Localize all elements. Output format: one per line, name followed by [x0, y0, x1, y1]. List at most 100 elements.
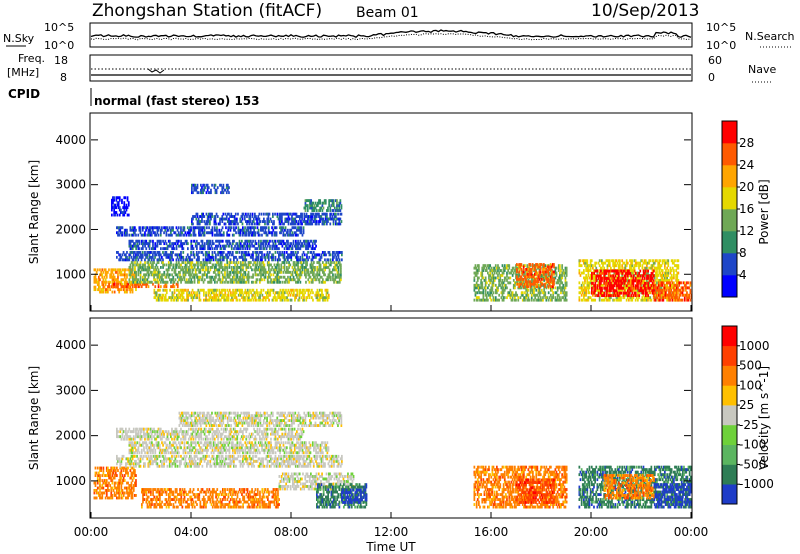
heatmap-cell	[488, 274, 490, 277]
heatmap-cell	[644, 271, 647, 275]
heatmap-cell	[631, 271, 634, 275]
heatmap-cell	[94, 278, 97, 282]
heatmap-cell	[129, 253, 132, 257]
heatmap-cell	[506, 286, 508, 290]
heatmap-cell	[261, 266, 263, 269]
heatmap-cell	[534, 277, 536, 281]
heatmap-cell	[297, 220, 300, 223]
heatmap-cell	[275, 280, 278, 284]
heatmap-cell	[157, 275, 160, 279]
heatmap-cell	[496, 271, 498, 275]
heatmap-cell	[315, 222, 318, 226]
heatmap-cell	[137, 273, 140, 277]
heatmap-cell	[474, 264, 477, 268]
heatmap-cell	[516, 263, 518, 266]
heatmap-cell	[332, 258, 334, 262]
heatmap-cell	[294, 233, 297, 237]
heatmap-cell	[327, 261, 330, 264]
heatmap-cell	[546, 270, 549, 274]
heatmap-cell	[540, 282, 543, 286]
heatmap-cell	[327, 275, 330, 279]
heatmap-cell	[322, 268, 324, 272]
heatmap-cell	[137, 270, 140, 274]
heatmap-cell	[484, 288, 487, 292]
heatmap-cell	[247, 239, 250, 243]
heatmap-cell	[257, 215, 260, 218]
heatmap-cell	[639, 276, 642, 280]
heatmap-cell	[209, 239, 212, 243]
heatmap-cell	[116, 255, 118, 259]
heatmap-cell	[492, 283, 495, 287]
heatmap-cell	[624, 264, 627, 268]
heatmap-cell	[148, 239, 151, 243]
heatmap-cell	[622, 296, 625, 300]
noise-sky-trace	[90, 29, 692, 38]
heatmap-cell	[143, 226, 145, 230]
heatmap-cell	[604, 296, 607, 300]
heatmap-cell	[496, 286, 498, 290]
heatmap-cell	[292, 253, 295, 257]
heatmap-cell	[623, 296, 626, 300]
heatmap-cell	[482, 264, 485, 268]
heatmap-cell	[474, 274, 477, 277]
heatmap-cell	[326, 212, 328, 216]
heatmap-cell	[234, 278, 236, 282]
heatmap-cell	[220, 233, 223, 237]
heatmap-cell	[257, 268, 260, 272]
heatmap-cell	[641, 286, 644, 290]
heatmap-cell	[503, 283, 506, 287]
heatmap-cell	[128, 280, 131, 284]
heatmap-cell	[305, 263, 307, 267]
heatmap-cell	[150, 255, 153, 259]
heatmap-cell	[100, 273, 103, 277]
heatmap-cell	[278, 258, 280, 262]
heatmap-cell	[211, 242, 214, 246]
heatmap-cell	[123, 258, 126, 262]
heatmap-cell	[300, 228, 303, 232]
heatmap-cell	[225, 266, 227, 269]
heatmap-cell	[564, 279, 567, 282]
heatmap-cell	[120, 280, 123, 284]
heatmap-cell	[559, 274, 561, 277]
heatmap-cell	[560, 291, 562, 295]
heatmap-cell	[336, 199, 338, 203]
heatmap-cell	[583, 259, 585, 263]
heatmap-cell	[163, 273, 166, 277]
heatmap-cell	[550, 270, 553, 274]
heatmap-cell	[234, 255, 236, 259]
heatmap-cell	[328, 273, 331, 277]
heatmap-cell	[197, 288, 200, 292]
heatmap-cell	[278, 268, 280, 272]
heatmap-cell	[614, 261, 617, 265]
heatmap-cell	[322, 280, 324, 284]
heatmap-cell	[200, 233, 203, 237]
heatmap-cell	[264, 296, 267, 300]
heatmap-cell	[487, 291, 489, 295]
heatmap-cell	[529, 288, 532, 292]
heatmap-cell	[637, 293, 639, 297]
heatmap-cell	[117, 231, 119, 235]
heatmap-cell	[156, 278, 159, 282]
heatmap-cell	[619, 264, 621, 268]
heatmap-cell	[149, 266, 152, 269]
heatmap-cell	[123, 280, 126, 284]
heatmap-cell	[589, 261, 592, 265]
heatmap-cell	[282, 253, 285, 257]
heatmap-cell	[220, 280, 223, 284]
heatmap-cell	[205, 296, 207, 300]
heatmap-cell	[508, 271, 511, 275]
heatmap-cell	[144, 273, 146, 277]
heatmap-cell	[496, 298, 498, 302]
heatmap-cell	[193, 215, 196, 218]
heatmap-cell	[137, 233, 140, 237]
heatmap-cell	[164, 253, 167, 257]
heatmap-cell	[287, 247, 289, 251]
heatmap-cell	[273, 226, 276, 230]
heatmap-cell	[631, 261, 634, 265]
heatmap-cell	[232, 242, 234, 246]
heatmap-cell	[200, 239, 203, 243]
heatmap-cell	[266, 275, 269, 279]
heatmap-cell	[305, 288, 308, 292]
heatmap-cell	[257, 291, 259, 295]
heatmap-cell	[135, 253, 137, 257]
